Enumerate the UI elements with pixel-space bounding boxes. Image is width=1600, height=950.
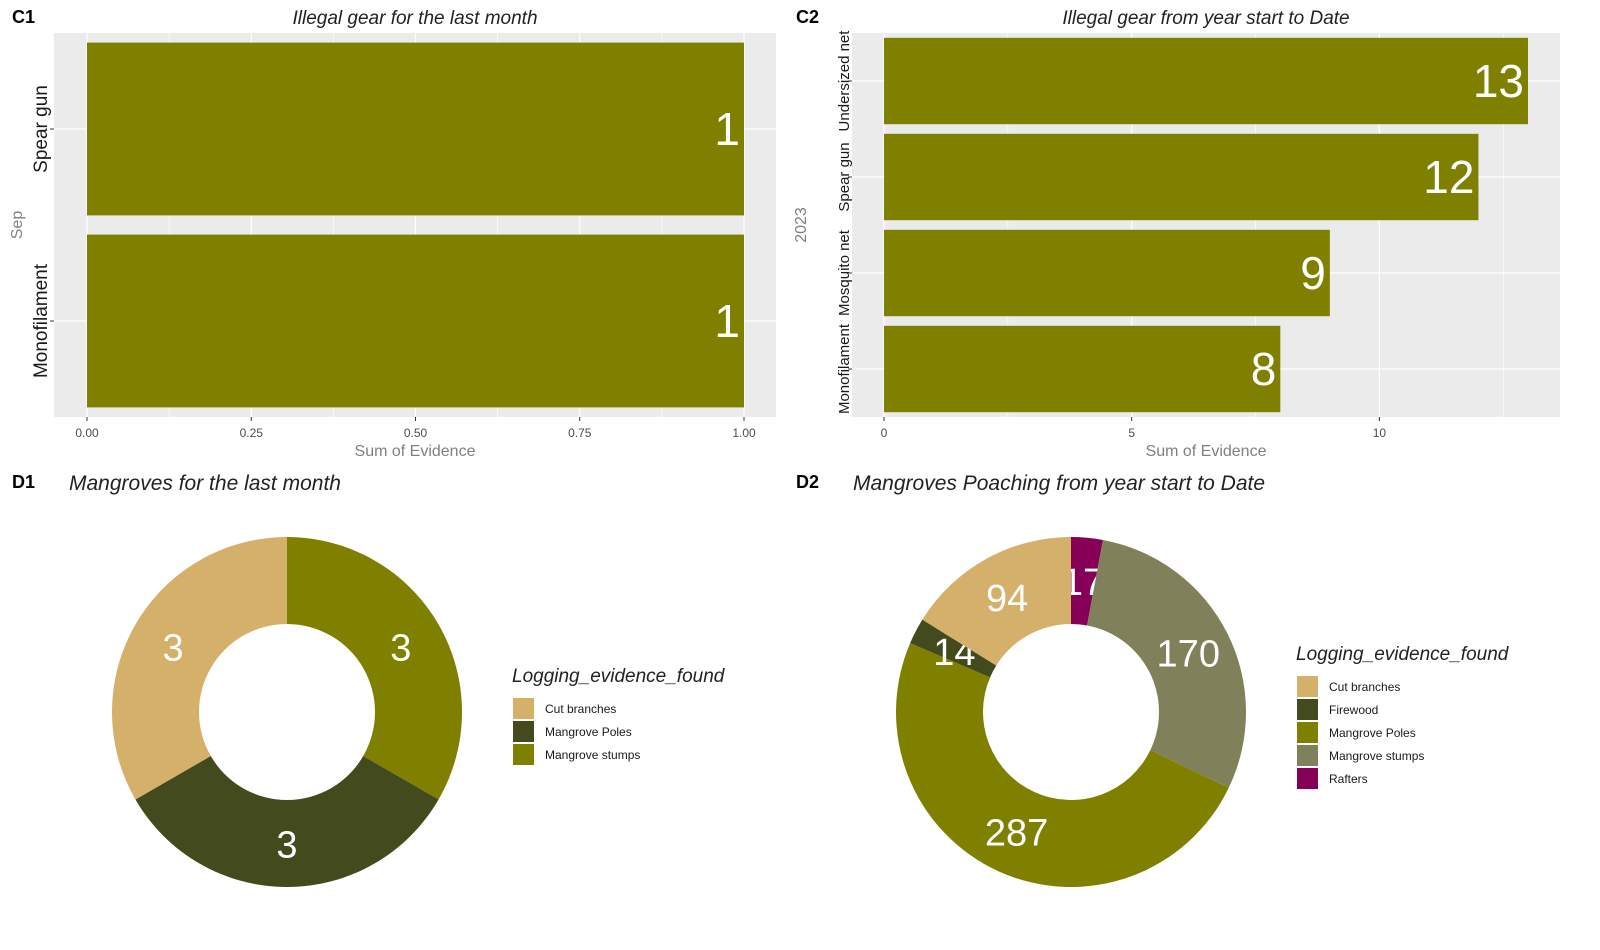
legend-title: Logging_evidence_found (512, 666, 726, 687)
bar-value-label: 1 (714, 103, 740, 155)
x-tick-label: 0.50 (404, 426, 428, 440)
donut-slice (111, 537, 287, 800)
legend-swatch (1297, 745, 1318, 766)
donut-slice (1087, 539, 1246, 788)
panel-tag: D2 (796, 472, 819, 492)
donut-slice (896, 643, 1229, 887)
chart-title: Mangroves for the last month (69, 472, 341, 495)
legend-swatch (513, 698, 534, 719)
x-tick-label: 0 (881, 426, 888, 440)
legend-title: Logging_evidence_found (1296, 644, 1510, 665)
bar-value-label: 1 (714, 295, 740, 347)
y-category-label: Undersized net (836, 30, 853, 132)
x-tick-label: 0.25 (240, 426, 264, 440)
donut-slice (1071, 537, 1103, 626)
legend-swatch (513, 744, 534, 765)
x-tick-label: 0.00 (75, 426, 99, 440)
panel-tag: D1 (12, 472, 35, 492)
d1-donut-chart: D1 Mangroves for the last month 3 3 3 Logging… (12, 472, 726, 887)
d2-donut-chart: D2 Mangroves Poaching from year start to … (796, 472, 1510, 887)
bar-value-label: 12 (1423, 151, 1474, 203)
x-tick-label: 10 (1373, 426, 1387, 440)
panel-tag: C2 (796, 7, 819, 27)
c1-bar-chart: C1 Illegal gear for the last month 0.00 0.2… (9, 7, 776, 460)
y-category-label: Monofilament (836, 323, 853, 414)
legend: Logging_evidence_found Cut branches Firewo… (1296, 644, 1510, 789)
bar (884, 325, 1281, 413)
legend-label: Firewood (1329, 703, 1378, 717)
x-axis-label: Sum of Evidence (355, 443, 476, 460)
y-category-label: Mosquito net (836, 229, 853, 316)
legend-swatch (513, 721, 534, 742)
group-label: Sep (9, 211, 26, 240)
legend-label: Mangrove Poles (545, 725, 632, 739)
x-axis-label: Sum of Evidence (1146, 443, 1267, 460)
slice-value-label: 3 (276, 825, 297, 867)
bar (87, 234, 744, 408)
y-category-label: Spear gun (836, 142, 853, 211)
donut-slice (287, 537, 462, 800)
bar (884, 229, 1330, 317)
group-label: 2023 (793, 207, 810, 243)
chart-title: Illegal gear from year start to Date (1062, 8, 1349, 29)
donut-slice (910, 619, 997, 678)
bar (87, 42, 744, 216)
donut-slice (135, 756, 439, 887)
x-tick-label: 0.75 (568, 426, 592, 440)
chart-title: Mangroves Poaching from year start to Da… (853, 472, 1265, 495)
x-tick-label: 1.00 (732, 426, 756, 440)
legend-label: Rafters (1329, 772, 1368, 786)
slice-value-label: 3 (163, 627, 184, 669)
chart-title: Illegal gear for the last month (292, 8, 537, 29)
legend-label: Mangrove Poles (1329, 726, 1416, 740)
bar-value-label: 9 (1300, 247, 1326, 299)
slice-value-label: 287 (985, 813, 1048, 855)
bar (884, 133, 1479, 221)
bar (884, 37, 1528, 125)
legend-label: Mangrove stumps (1329, 749, 1424, 763)
legend-swatch (1297, 722, 1318, 743)
legend-label: Cut branches (545, 702, 616, 716)
panel-tag: C1 (12, 7, 35, 27)
y-category-label: Monofilament (31, 263, 52, 378)
bar-value-label: 8 (1251, 343, 1277, 395)
bar-value-label: 13 (1473, 55, 1524, 107)
legend: Logging_evidence_found Cut branches Mangro… (512, 666, 726, 765)
c2-bar-chart: C2 Illegal gear from year start to Date 0 5… (793, 7, 1560, 460)
slice-value-label: 170 (1157, 633, 1220, 675)
slice-value-label: 94 (986, 578, 1028, 620)
legend-swatch (1297, 699, 1318, 720)
x-tick-label: 5 (1128, 426, 1135, 440)
y-category-label: Spear gun (31, 85, 52, 173)
legend-label: Mangrove stumps (545, 748, 640, 762)
legend-swatch (1297, 768, 1318, 789)
legend-label: Cut branches (1329, 680, 1400, 694)
donut-slice (922, 537, 1071, 666)
legend-swatch (1297, 676, 1318, 697)
slice-value-label: 3 (390, 627, 411, 669)
